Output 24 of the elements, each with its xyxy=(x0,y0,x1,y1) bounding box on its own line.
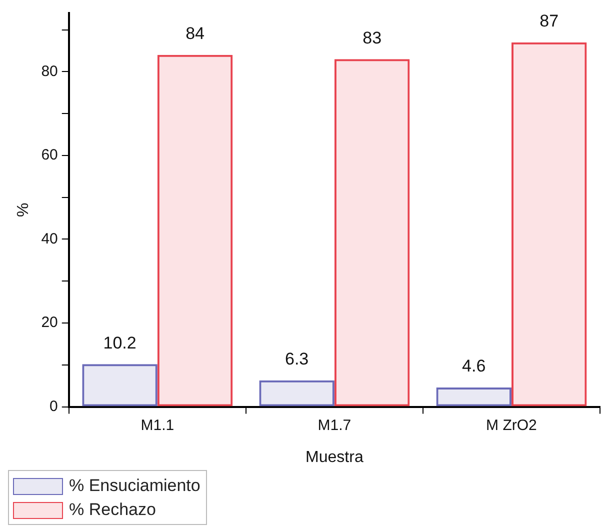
y-tick-label: 0 xyxy=(50,398,58,415)
legend-label: % Ensuciamiento xyxy=(69,476,200,496)
data-label: 83 xyxy=(362,28,382,48)
bar xyxy=(259,380,334,406)
y-tick-label: 80 xyxy=(41,62,58,80)
x-tick-label: M ZrO2 xyxy=(486,416,537,434)
x-tick-label: M1.1 xyxy=(140,416,174,434)
legend-label: % Rechazo xyxy=(69,500,156,520)
x-tick-label: M1.7 xyxy=(318,416,352,434)
y-tick-label: 60 xyxy=(41,146,58,164)
x-axis-title: Muestra xyxy=(306,448,364,466)
data-label: 84 xyxy=(186,24,204,44)
data-label: 6.3 xyxy=(285,350,309,369)
y-tick-label: 20 xyxy=(41,314,58,332)
bar xyxy=(157,54,233,406)
y-tick-label: 40 xyxy=(41,230,58,248)
y-axis-title: % xyxy=(15,202,32,218)
data-label: 87 xyxy=(540,12,559,31)
bar xyxy=(436,388,512,406)
bar xyxy=(82,364,158,406)
bar xyxy=(511,42,587,406)
data-label: 10.2 xyxy=(103,333,136,352)
data-label: 4.6 xyxy=(462,356,486,376)
bar xyxy=(334,59,410,406)
